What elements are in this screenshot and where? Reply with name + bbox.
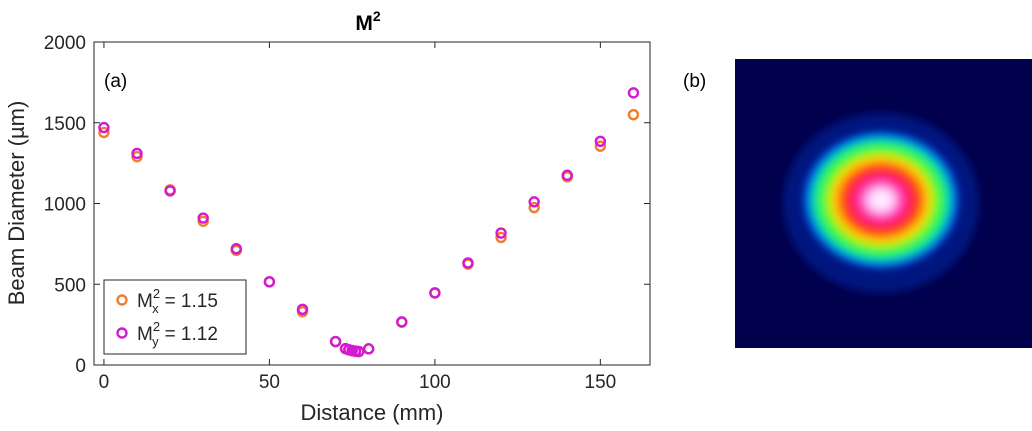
- chart-title: M2: [355, 8, 381, 35]
- data-point-mx: [528, 201, 540, 214]
- data-point-my: [594, 135, 607, 148]
- x-axis-label: Distance (mm): [300, 400, 443, 425]
- data-point-my: [495, 227, 507, 239]
- legend-marker-my: [116, 327, 128, 339]
- data-point-my: [197, 212, 209, 224]
- data-point-my: [429, 287, 441, 299]
- y-axis-label: Beam Diameter (µm): [4, 101, 29, 306]
- series-my: [98, 87, 640, 358]
- x-tick-label: 50: [259, 372, 280, 393]
- data-point-my: [561, 169, 573, 181]
- data-point-my: [627, 87, 640, 99]
- data-point-my: [353, 345, 365, 358]
- data-point-my: [131, 147, 143, 160]
- legend-entry-my: M2 y = 1.12: [137, 319, 218, 349]
- data-point-my: [230, 243, 243, 255]
- data-point-my: [528, 196, 540, 208]
- data-point-my: [329, 335, 342, 348]
- legend-marker-mx: [116, 294, 128, 306]
- data-point-my: [462, 257, 474, 269]
- data-point-my: [362, 343, 375, 355]
- data-point-mx: [627, 108, 640, 121]
- panel-b-label: (b): [683, 71, 706, 92]
- data-point-my: [396, 316, 408, 328]
- x-axis: 0 50 100 150: [99, 42, 617, 393]
- panel-a-label: (a): [104, 71, 127, 92]
- x-tick-label: 100: [419, 372, 451, 393]
- y-tick-label: 500: [54, 275, 86, 296]
- y-tick-label: 1500: [44, 114, 86, 135]
- legend-box: [103, 279, 247, 355]
- data-point-mx: [98, 126, 110, 139]
- legend: M2 x = 1.15 M2 y = 1.12: [103, 279, 247, 355]
- panel-a: M2 0 500 1000 1500 2000 0 50 100 150 (a) Distan…: [4, 8, 651, 425]
- y-tick-label: 1000: [44, 195, 86, 216]
- beam-profile-image: [783, 113, 979, 293]
- y-tick-label: 0: [75, 356, 86, 377]
- x-tick-label: 150: [585, 372, 617, 393]
- y-axis: 0 500 1000 1500 2000: [44, 33, 650, 377]
- y-tick-label: 2000: [44, 33, 86, 54]
- x-tick-label: 0: [99, 372, 110, 393]
- beam-spot: [799, 128, 963, 272]
- data-point-my: [263, 276, 276, 288]
- data-point-mx: [495, 231, 507, 244]
- legend-entry-mx: M2 x = 1.15: [137, 286, 218, 316]
- data-point-my: [164, 185, 176, 197]
- data-point-my: [98, 121, 110, 134]
- data-point-my: [296, 303, 309, 315]
- data-point-mx: [594, 140, 607, 152]
- panel-b: (b): [683, 59, 1032, 348]
